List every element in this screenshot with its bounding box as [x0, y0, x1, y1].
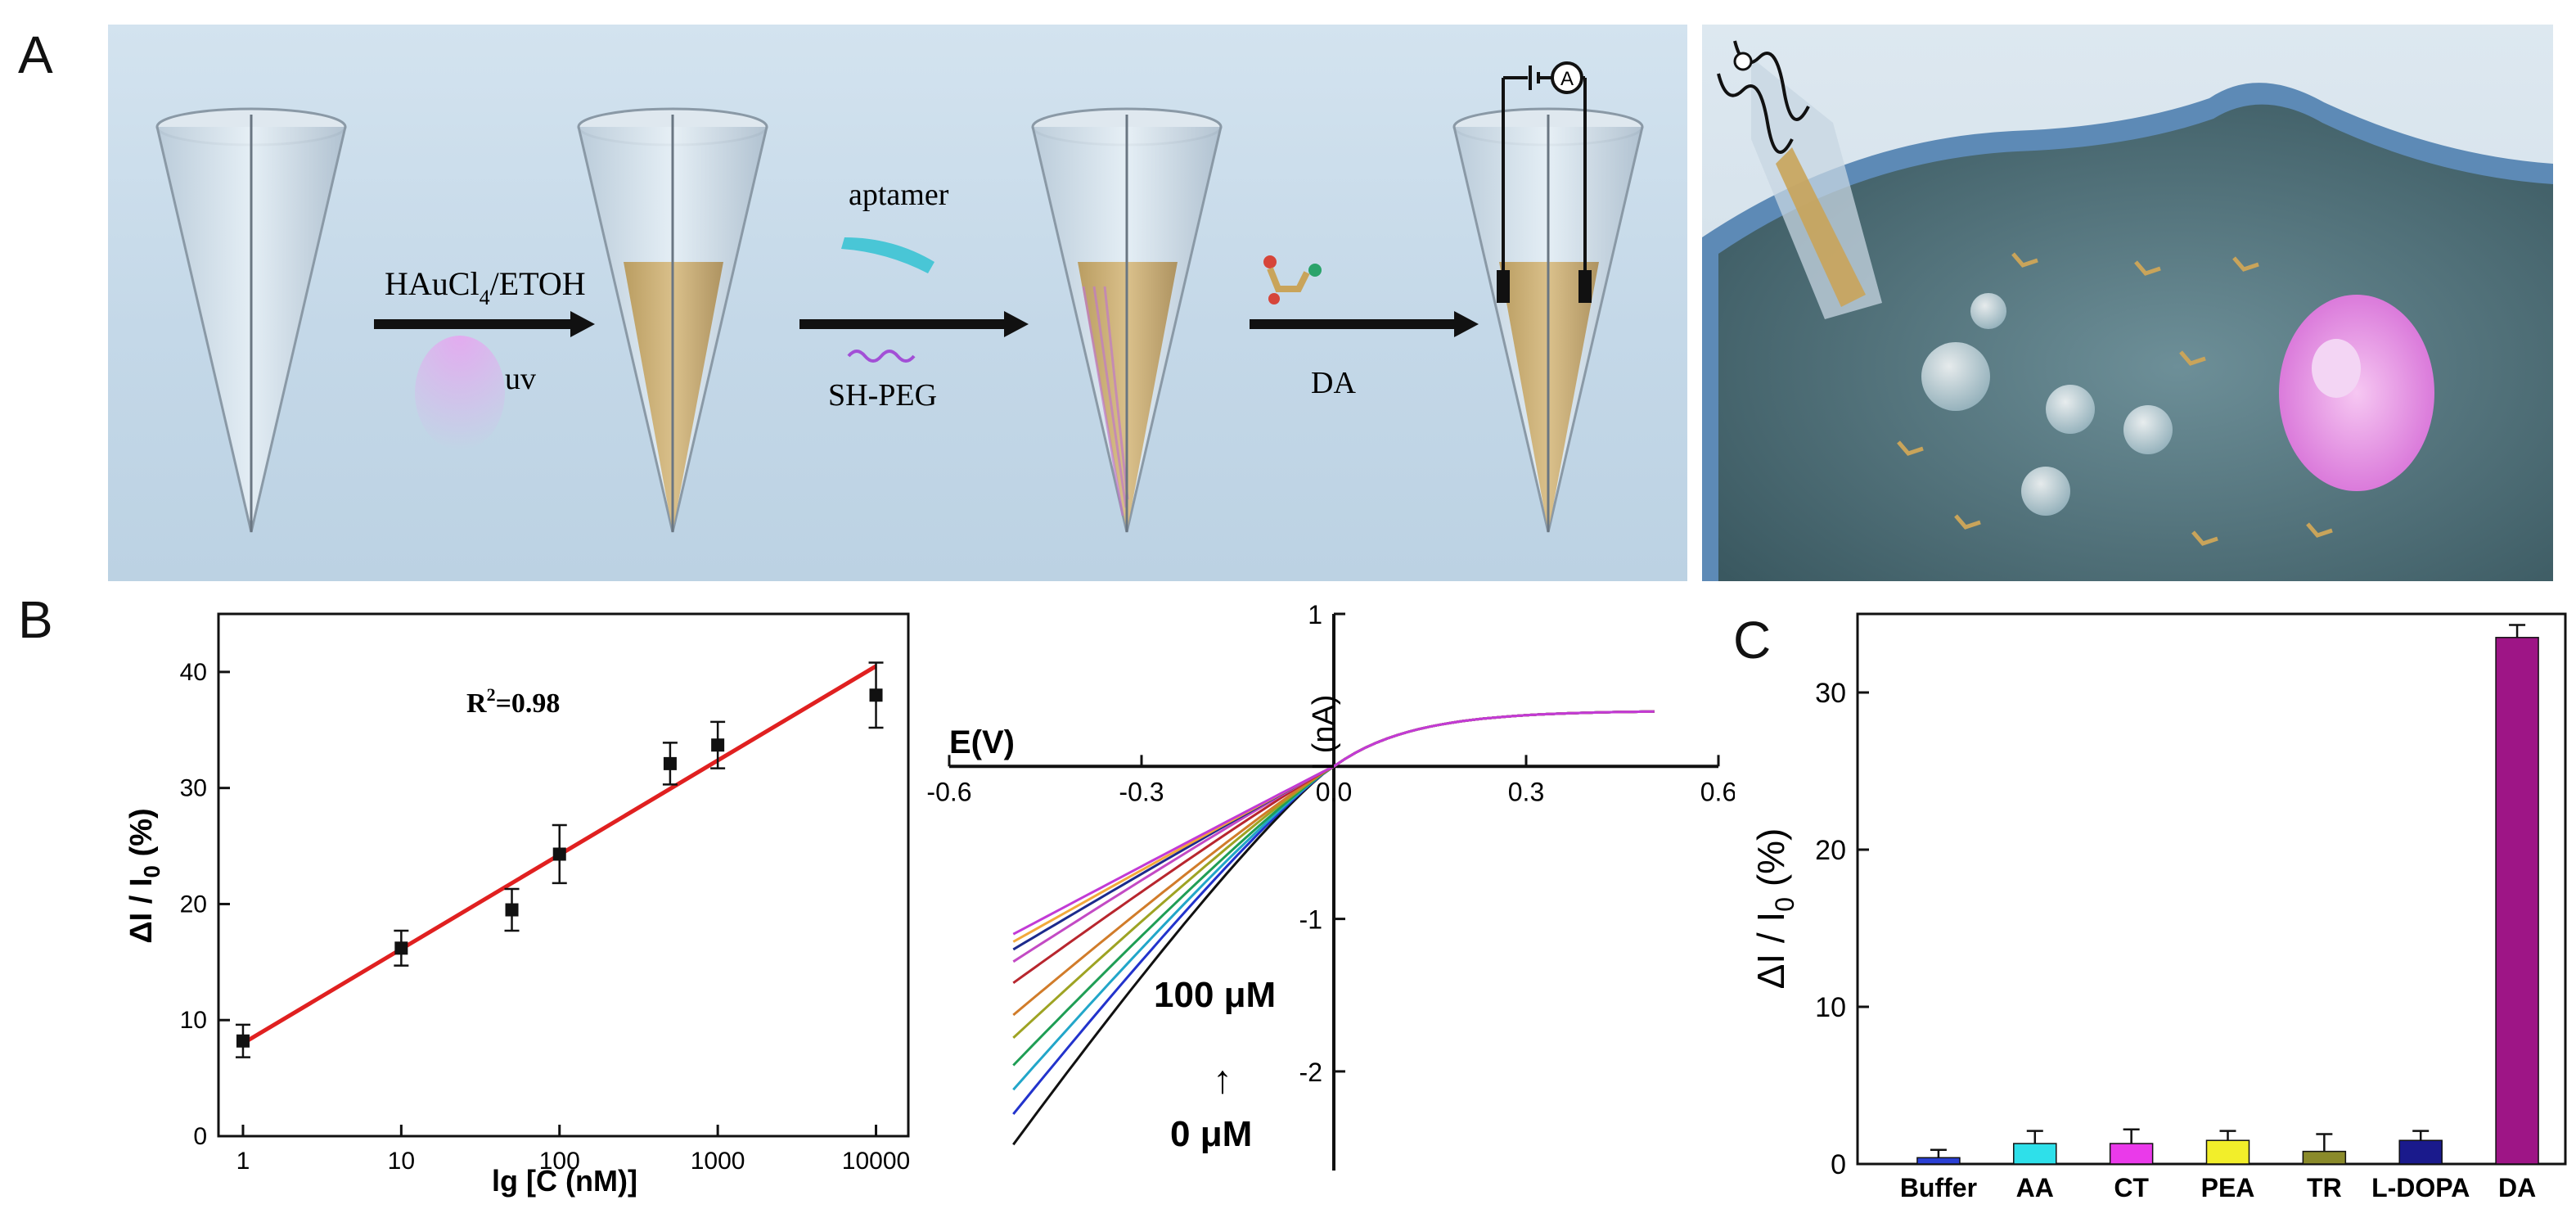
calibration-x-tick-label: 1: [236, 1148, 250, 1175]
calibration-x-label: lg [C (nM)]: [492, 1164, 637, 1198]
selectivity-category-label: TR: [2307, 1173, 2342, 1202]
selectivity-y-tick-label: 10: [1815, 992, 1846, 1023]
calibration-x-tick-label: 10: [388, 1148, 415, 1175]
selectivity-category-label: Buffer: [1900, 1173, 1977, 1202]
cell-illustration: [1702, 25, 2553, 581]
selectivity-category-label: DA: [2498, 1173, 2536, 1202]
panel-label-b: B: [18, 590, 53, 649]
selectivity-bar-chart-svg: 0 10 20 30 Buffer AA CT PEA TR L-DOPA DA ΔI / I0 …: [1750, 612, 2567, 1202]
selectivity-plot-frame: [1856, 612, 2567, 1166]
selectivity-category-label: AA: [2016, 1173, 2054, 1202]
step3-label: DA: [1311, 366, 1356, 400]
iv-y-axis-label: I (nA): [1307, 695, 1341, 771]
calibration-y-tick-label: 0: [193, 1123, 207, 1150]
iv-y-tick-label: 1: [1308, 600, 1322, 629]
pipette-cone-electrodes: [1452, 61, 1644, 533]
calibration-data-point: [236, 1034, 250, 1048]
calibration-x-tick-label: 100: [539, 1148, 580, 1175]
calibration-chart-svg: 1 10 100 1000 10000 0 10 20 30 40 R2=0.98 lg [C (…: [124, 612, 910, 1198]
iv-x-tick-label: 0.3: [1508, 777, 1544, 806]
iv-annotation-high: 100 μM: [1154, 975, 1276, 1015]
selectivity-y-tick-label: 0: [1831, 1149, 1846, 1180]
selectivity-bar: [2205, 1139, 2250, 1165]
fabrication-schematic-graphic: HAuCl4/ETOH uv aptamer SH-PEG: [155, 61, 1644, 533]
selectivity-bar: [2398, 1139, 2443, 1165]
selectivity-category-label: L-DOPA: [2371, 1173, 2470, 1202]
calibration-data-point: [394, 941, 408, 955]
calibration-chart: 1 10 100 1000 10000 0 10 20 30 40 R2=0.98 lg [C (…: [106, 598, 925, 1203]
iv-annotation-arrow: ↑: [1213, 1058, 1232, 1102]
calibration-x-tick-label: 10000: [842, 1148, 910, 1175]
calibration-y-tick-label: 30: [180, 775, 207, 802]
cell-illustration-graphic: [1702, 40, 2553, 581]
iv-x-tick-label: -0.3: [1119, 777, 1164, 806]
step1-arrow: [374, 311, 595, 450]
calibration-y-tick-label: 20: [180, 891, 207, 918]
selectivity-y-tick-label: 20: [1815, 835, 1846, 866]
iv-y-tick-label: -2: [1299, 1058, 1322, 1087]
step2-peg-label: SH-PEG: [828, 378, 937, 413]
selectivity-category-label: CT: [2114, 1173, 2149, 1202]
iv-x-tick-label: -0.6: [926, 777, 971, 806]
iv-annotation-low: 0 μM: [1170, 1114, 1252, 1154]
iv-x-axis-label: E(V): [949, 724, 1015, 760]
step3-arrow: [1250, 255, 1479, 337]
iv-curve-chart: -0.6 -0.3 0.0 0.3 0.6 1 -1 -2 E(V) I (nA) 100 μ…: [925, 598, 1736, 1203]
selectivity-y-label: ΔI / I0 (%): [1750, 828, 1799, 990]
selectivity-bar: [2302, 1150, 2347, 1165]
calibration-r2-label: R2=0.98: [466, 684, 560, 719]
pipette-cone-gold: [577, 107, 768, 533]
pipette-cone-empty: [155, 107, 347, 533]
pipette-cone-aptamer: [1031, 107, 1223, 533]
ammeter-symbol: A: [1560, 68, 1574, 90]
iv-y-tick-label: -1: [1299, 905, 1322, 935]
selectivity-bar-chart: 0 10 20 30 Buffer AA CT PEA TR L-DOPA DA ΔI / I0 …: [1739, 598, 2574, 1203]
calibration-data-point: [711, 738, 725, 752]
calibration-data-point: [663, 756, 677, 770]
panel-label-a: A: [18, 25, 53, 84]
panel-label-c: C: [1733, 611, 1772, 670]
iv-curve-chart-svg: -0.6 -0.3 0.0 0.3 0.6 1 -1 -2 E(V) I (nA) 100 μ…: [926, 600, 1736, 1171]
selectivity-bar: [2495, 637, 2539, 1165]
calibration-y-tick-label: 10: [180, 1007, 207, 1034]
iv-x-tick-label: 0.6: [1700, 777, 1735, 806]
calibration-plot-frame: [217, 612, 910, 1138]
calibration-x-tick-label: 1000: [691, 1148, 745, 1175]
fabrication-schematic: HAuCl4/ETOH uv aptamer SH-PEG: [108, 25, 1687, 581]
selectivity-category-label: PEA: [2201, 1173, 2255, 1202]
calibration-data-point: [505, 903, 519, 917]
calibration-data-point: [552, 847, 566, 861]
iv-curve: [1012, 710, 1655, 936]
step1-light-label: uv: [505, 362, 536, 396]
step1-reagent-label: HAuCl4/ETOH: [385, 265, 586, 309]
calibration-y-label: ΔI / I0 (%): [124, 808, 164, 943]
iv-x-tick-label: 0.0: [1316, 777, 1352, 806]
calibration-y-tick-label: 40: [180, 659, 207, 686]
selectivity-y-tick-label: 30: [1815, 678, 1846, 709]
step2-arrow: [799, 237, 1029, 363]
selectivity-bar: [2013, 1143, 2057, 1165]
selectivity-bar: [1916, 1157, 1961, 1165]
calibration-data-point: [869, 688, 883, 702]
selectivity-bar: [2109, 1143, 2154, 1165]
step2-aptamer-label: aptamer: [849, 178, 949, 212]
